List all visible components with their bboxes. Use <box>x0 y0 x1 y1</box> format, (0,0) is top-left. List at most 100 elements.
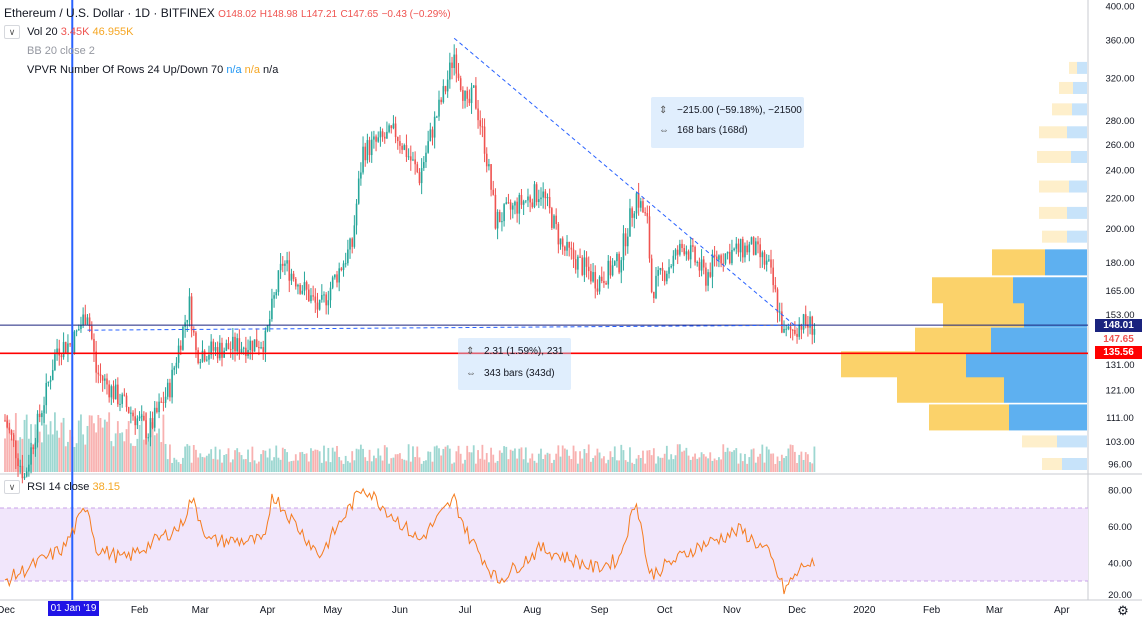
volume-legend-row[interactable]: ∨ Vol 20 3.45K 46.955K <box>4 25 134 40</box>
volume-bar <box>587 444 590 472</box>
volume-bar <box>579 451 581 472</box>
volume-bar <box>644 463 647 472</box>
candle-body <box>683 248 686 255</box>
candle-body <box>674 249 677 256</box>
candle-body <box>761 252 764 258</box>
candle-body <box>663 270 666 282</box>
candle-body <box>681 243 683 249</box>
volume-bar <box>134 445 137 472</box>
vol-label[interactable]: Vol 20 <box>27 26 58 38</box>
vpvr-legend-row[interactable]: VPVR Number Of Rows 24 Up/Down 70 n/a n/… <box>27 63 278 77</box>
volume-bar <box>707 458 709 472</box>
candle-body <box>156 407 158 413</box>
symbol-row[interactable]: Ethereum / U.S. Dollar · 1D · BITFINEX O… <box>4 6 451 22</box>
candle-body <box>327 300 330 306</box>
bb-label[interactable]: BB 20 close 2 <box>27 45 95 57</box>
candle-body <box>646 213 649 217</box>
candle-body <box>579 256 581 258</box>
volume-bar <box>383 445 386 472</box>
candle-body <box>577 256 579 270</box>
vpvr-down-bar <box>943 301 1024 328</box>
volume-bar <box>160 442 163 472</box>
volume-bar <box>36 429 39 472</box>
candle-body <box>570 247 573 250</box>
volume-bar <box>244 459 247 472</box>
bb-legend-row[interactable]: BB 20 close 2 <box>27 44 95 58</box>
candle-body <box>442 86 445 103</box>
volume-bar <box>472 445 475 472</box>
volume-bar <box>101 427 104 472</box>
candle-body <box>438 99 440 117</box>
volume-bar <box>783 457 785 472</box>
volume-bar <box>175 459 178 472</box>
collapse-legend-button[interactable]: ∨ <box>4 25 20 40</box>
volume-bar <box>403 459 406 472</box>
time-tick-label: Apr <box>260 605 276 616</box>
candle-body <box>696 261 699 263</box>
candle-body <box>158 401 160 413</box>
volume-bar <box>251 446 254 472</box>
volume-bar <box>229 462 232 472</box>
volume-bar <box>312 450 315 472</box>
volume-bar <box>793 451 796 472</box>
price-tick-label: 220.00 <box>1105 193 1134 204</box>
candle-body <box>80 325 82 330</box>
candle-body <box>414 159 416 165</box>
measure-tooltip-bottom[interactable]: ⇕ 2.31 (1.59%), 231 ⇔ 343 bars (343d) <box>458 338 571 390</box>
candle-body <box>41 413 43 418</box>
volume-bar <box>455 451 458 472</box>
volume-bar <box>171 462 173 472</box>
volume-bar <box>320 462 323 472</box>
rsi-legend-row[interactable]: ∨ RSI 14 close 38.15 <box>4 480 120 495</box>
candle-body <box>34 442 37 450</box>
volume-bar <box>490 447 492 472</box>
volume-bar <box>64 446 67 472</box>
gear-icon[interactable]: ⚙ <box>1117 603 1129 618</box>
volume-bar <box>772 453 775 472</box>
volume-bar <box>474 463 477 472</box>
volume-bar <box>600 458 603 472</box>
volume-bar <box>405 460 408 472</box>
measure-tooltip-top[interactable]: ⇕ −215.00 (−59.18%), −21500 ⇔ 168 bars (16… <box>651 97 804 148</box>
drawings <box>0 0 1088 600</box>
vpvr-down-bar <box>1039 180 1069 193</box>
candle-body <box>566 241 568 251</box>
candle-body <box>401 145 403 150</box>
volume-bar <box>45 424 48 472</box>
candle-body <box>505 202 508 205</box>
vpvr-up-bar <box>966 351 1087 378</box>
candle-body <box>362 146 364 173</box>
volume-bar <box>661 457 664 472</box>
price-tick-label: 240.00 <box>1105 166 1134 177</box>
volume-bar <box>290 461 293 472</box>
rsi-label[interactable]: RSI 14 close <box>27 481 90 493</box>
volume-bar <box>88 415 91 472</box>
volume-bar <box>286 452 288 472</box>
volume-bar <box>303 453 306 472</box>
vpvr-profile <box>841 61 1087 470</box>
trend-line <box>453 37 798 328</box>
volume-bar <box>676 444 679 472</box>
volume-bar <box>396 454 399 472</box>
candle-body <box>679 243 681 255</box>
volume-bar <box>555 453 558 472</box>
vpvr-label[interactable]: VPVR Number Of Rows 24 Up/Down 70 <box>27 64 224 76</box>
volume-bar <box>715 460 718 472</box>
candle-body <box>182 326 184 350</box>
volume-bar <box>574 451 577 472</box>
candle-body <box>10 430 13 435</box>
symbol-title[interactable]: Ethereum / U.S. Dollar · 1D · BITFINEX <box>4 6 215 20</box>
volume-bar <box>216 459 219 472</box>
candle-body <box>249 340 252 350</box>
volume-bar <box>108 412 111 472</box>
volume-bar <box>138 425 141 472</box>
volume-bar <box>731 451 733 472</box>
candle-body <box>227 343 230 350</box>
candle-body <box>676 249 679 255</box>
rsi-collapse-button[interactable]: ∨ <box>4 480 20 495</box>
volume-bar <box>746 463 749 472</box>
candle-body <box>544 191 547 199</box>
candle-body <box>208 354 210 360</box>
